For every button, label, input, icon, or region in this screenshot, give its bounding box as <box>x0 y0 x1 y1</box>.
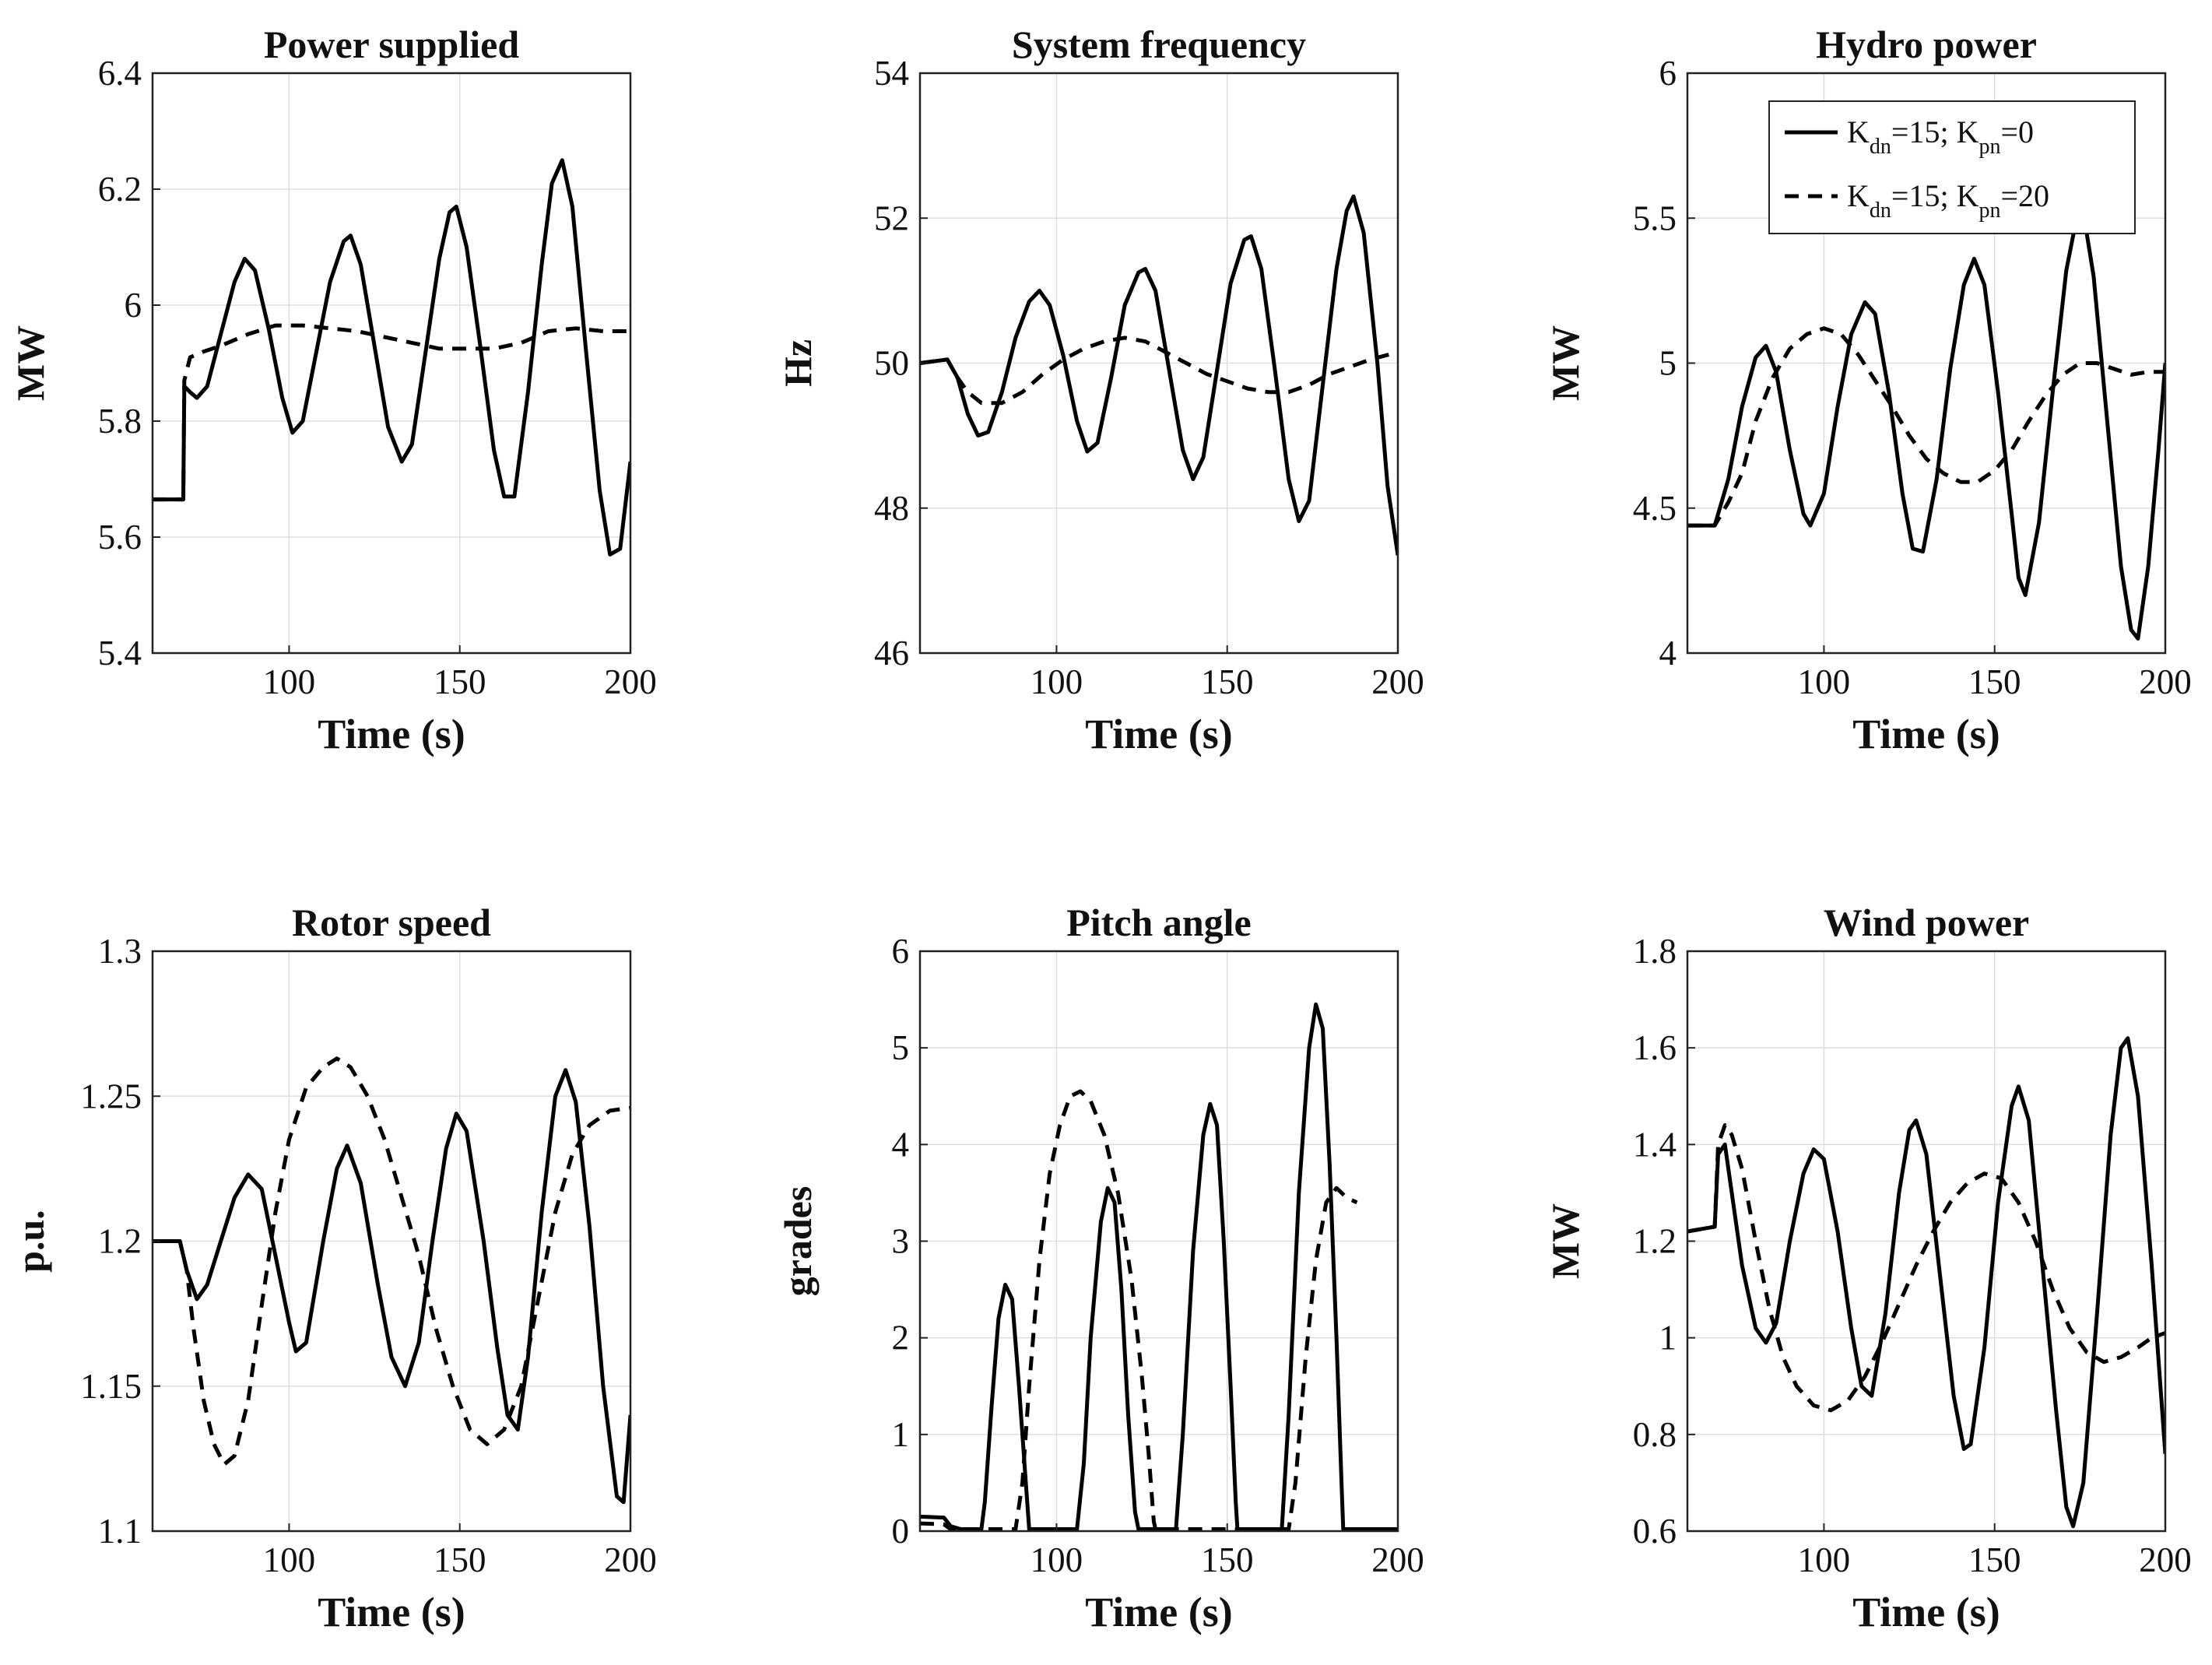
x-axis-label: Time (s) <box>318 1589 465 1635</box>
y-tick-label: 1.4 <box>1633 1125 1677 1164</box>
y-axis-label: Hz <box>776 339 820 387</box>
x-tick-label: 100 <box>263 1540 316 1579</box>
subplot-title: Wind power <box>1824 901 2029 944</box>
y-tick-label: 6 <box>1659 54 1677 93</box>
y-tick-label: 5.8 <box>98 402 142 441</box>
y-tick-label: 1.3 <box>98 932 142 971</box>
x-tick-label: 100 <box>1031 662 1083 701</box>
series-line-solid <box>153 1068 630 1505</box>
legend-entry-dashed: Kdn=15; Kpn=20 <box>1847 178 2049 223</box>
series-line-solid <box>1687 1036 2165 1529</box>
x-tick-label: 200 <box>1371 662 1424 701</box>
subplot-1: 100 150 200 46 48 50 52 54 System frequency Time … <box>776 23 1424 757</box>
subplot-title: System frequency <box>1012 23 1306 66</box>
y-tick-label: 4 <box>1659 634 1677 673</box>
x-tick-label: 150 <box>1201 1540 1254 1579</box>
x-tick-label: 100 <box>1031 1540 1083 1579</box>
y-tick-label: 1.1 <box>98 1512 142 1551</box>
legend: Kdn=15; Kpn=0 Kdn=15; Kpn=20 <box>1768 100 2136 234</box>
y-tick-label: 1 <box>892 1415 910 1454</box>
x-tick-label: 200 <box>2139 1540 2192 1579</box>
y-axis-label: p.u. <box>9 1210 52 1273</box>
x-tick-label: 200 <box>604 662 657 701</box>
subplot-title: Rotor speed <box>292 901 491 944</box>
series-line-dashed <box>153 1056 630 1467</box>
x-tick-label: 200 <box>1371 1540 1424 1579</box>
y-axis-label: MW <box>1543 325 1587 401</box>
x-tick-label: 100 <box>1798 662 1851 701</box>
series-line-dashed <box>1687 326 2165 528</box>
x-tick-label: 150 <box>1201 662 1254 701</box>
subplot-5: 100 150 200 0.6 0.8 1 1.2 1.4 1.6 1.8 Wind power Ti… <box>1543 901 2192 1635</box>
series-line-solid <box>920 1002 1398 1531</box>
y-tick-label: 0.8 <box>1633 1415 1677 1454</box>
series-line-solid <box>920 194 1398 556</box>
legend-entry-solid: Kdn=15; Kpn=0 <box>1847 114 2034 159</box>
y-tick-label: 6.2 <box>98 170 142 209</box>
x-axis-label: Time (s) <box>1852 711 2000 757</box>
y-tick-label: 6 <box>125 286 142 325</box>
x-axis-label: Time (s) <box>318 711 465 757</box>
subplot-title: Hydro power <box>1816 23 2037 66</box>
y-tick-label: 5.4 <box>98 634 142 673</box>
y-tick-label: 1.6 <box>1633 1028 1677 1067</box>
y-tick-label: 1.25 <box>80 1077 142 1115</box>
series-line-dashed <box>1687 1123 2165 1413</box>
y-axis-label: grades <box>776 1186 820 1297</box>
x-axis-label: Time (s) <box>1085 1589 1232 1635</box>
subplot-0: 100 150 200 5.4 5.6 5.8 6 6.2 6.4 Power supplied T… <box>9 23 657 757</box>
y-tick-label: 0 <box>892 1512 910 1551</box>
y-tick-label: 46 <box>874 634 909 673</box>
series-line-dashed <box>920 335 1398 406</box>
y-tick-label: 52 <box>874 198 909 237</box>
x-tick-label: 200 <box>2139 662 2192 701</box>
y-tick-label: 1 <box>1659 1319 1677 1358</box>
x-tick-label: 150 <box>1968 1540 2021 1579</box>
y-axis-label: MW <box>1543 1203 1587 1279</box>
y-tick-label: 1.8 <box>1633 932 1677 971</box>
plot-background <box>153 73 630 653</box>
y-tick-label: 1.2 <box>1633 1222 1677 1261</box>
x-tick-label: 150 <box>1968 662 2021 701</box>
series-line-dashed <box>920 1089 1358 1531</box>
subplot-title: Pitch angle <box>1066 901 1251 944</box>
y-axis-label: MW <box>9 325 52 401</box>
y-tick-label: 4.5 <box>1633 489 1677 528</box>
y-tick-label: 5.6 <box>98 518 142 557</box>
legend-box <box>1768 100 2136 234</box>
y-tick-label: 4 <box>892 1125 910 1164</box>
y-tick-label: 54 <box>874 54 909 93</box>
y-tick-label: 6.4 <box>98 54 142 93</box>
y-tick-label: 5 <box>892 1028 910 1067</box>
x-axis-label: Time (s) <box>1085 711 1232 757</box>
y-tick-label: 6 <box>892 932 910 971</box>
series-line-solid <box>1687 210 2165 641</box>
series-line-solid <box>153 158 630 557</box>
x-tick-label: 150 <box>434 1540 486 1579</box>
subplot-4: 100 150 200 0 1 2 3 4 5 6 Pitch angle Time (s) grade… <box>776 901 1424 1635</box>
y-tick-label: 5 <box>1659 344 1677 383</box>
x-tick-label: 100 <box>263 662 316 701</box>
subplot-title: Power supplied <box>264 23 519 66</box>
axes-frame <box>151 72 632 655</box>
y-tick-label: 50 <box>874 344 909 383</box>
y-tick-label: 1.15 <box>80 1367 142 1406</box>
y-tick-label: 3 <box>892 1222 910 1261</box>
y-tick-label: 48 <box>874 489 909 528</box>
y-tick-label: 1.2 <box>98 1222 142 1261</box>
x-tick-label: 150 <box>434 662 486 701</box>
subplot-3: 100 150 200 1.1 1.15 1.2 1.25 1.3 Rotor speed Tim… <box>9 901 657 1635</box>
x-tick-label: 200 <box>604 1540 657 1579</box>
y-tick-label: 2 <box>892 1319 910 1358</box>
x-tick-label: 100 <box>1798 1540 1851 1579</box>
y-tick-label: 5.5 <box>1633 198 1677 237</box>
x-axis-label: Time (s) <box>1852 1589 2000 1635</box>
y-tick-label: 0.6 <box>1633 1512 1677 1551</box>
